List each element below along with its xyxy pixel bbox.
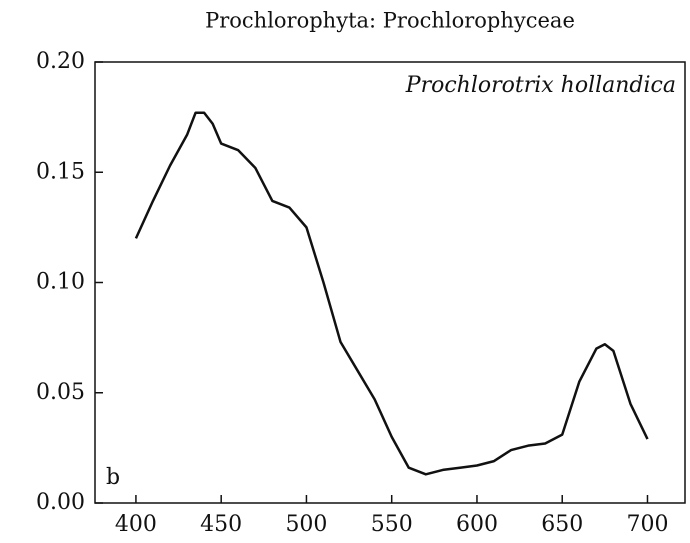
y-tick-label: 0.05 — [36, 380, 85, 405]
panel-label: b — [106, 465, 120, 490]
x-tick-label: 500 — [285, 512, 327, 537]
plot-frame — [94, 61, 686, 504]
x-tick-label: 700 — [626, 512, 668, 537]
x-tick-label: 650 — [541, 512, 583, 537]
y-tick-label: 0.10 — [36, 270, 85, 295]
x-tick-label: 450 — [200, 512, 242, 537]
x-tick-label: 400 — [115, 512, 157, 537]
x-tick-label: 600 — [456, 512, 498, 537]
line — [134, 111, 649, 476]
y-tick-label: 0.20 — [36, 49, 85, 74]
annotation: Prochlorotrix hollandica — [405, 73, 676, 98]
y-tick-label: 0.15 — [36, 159, 85, 184]
y-tick-label: 0.00 — [36, 490, 85, 515]
chart-title: Prochlorophyta: Prochlorophyceae — [205, 9, 575, 33]
x-tick-label: 550 — [371, 512, 413, 537]
